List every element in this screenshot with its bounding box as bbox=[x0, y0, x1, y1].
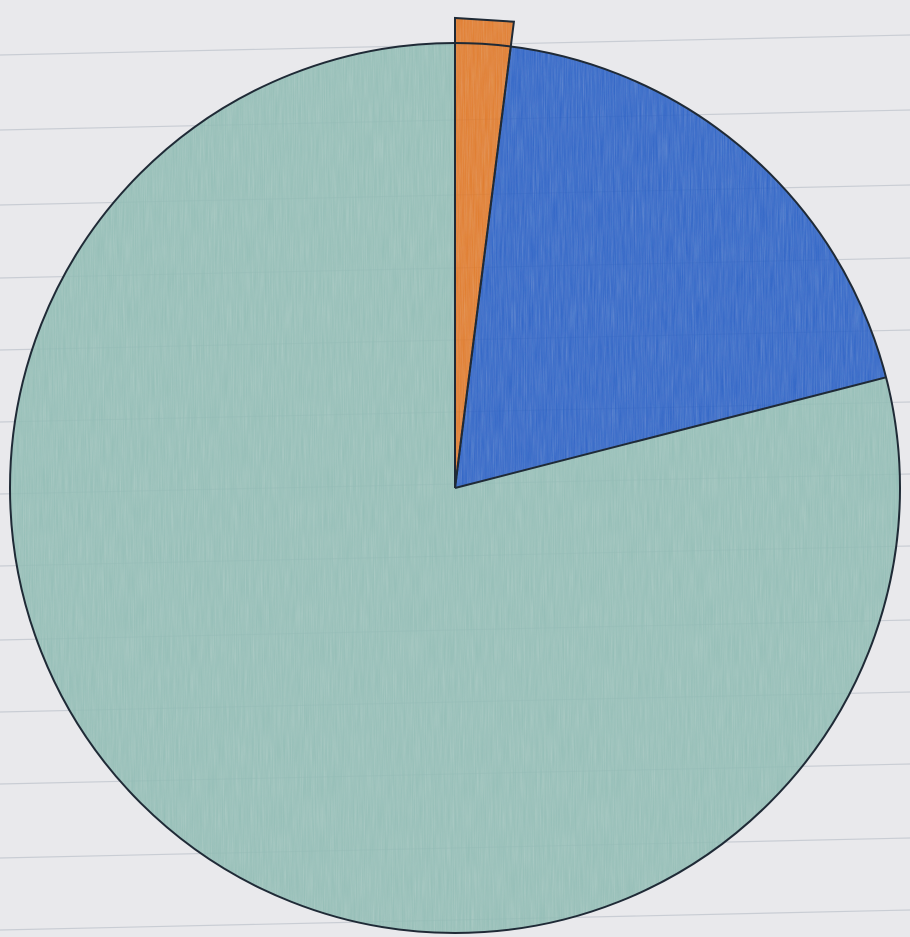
slice-borders bbox=[454, 16, 887, 489]
pie-slice-texture-2 bbox=[455, 46, 887, 488]
slice-border-2 bbox=[454, 376, 887, 489]
slice-border-1 bbox=[454, 46, 512, 489]
